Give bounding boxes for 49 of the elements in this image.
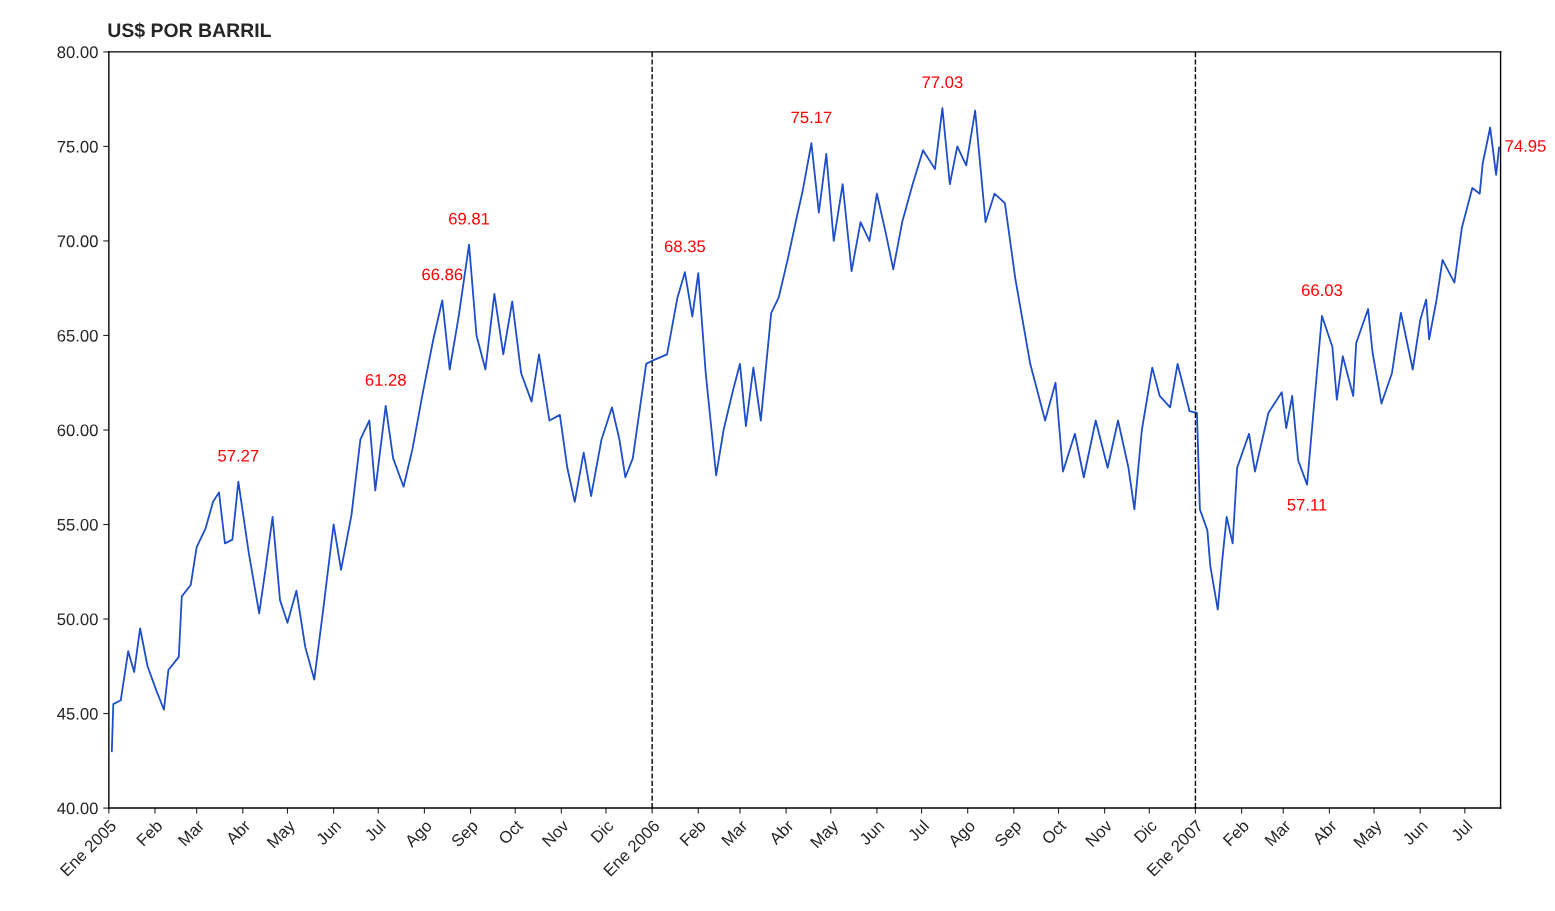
x-tick-label: Oct — [497, 818, 524, 845]
x-tick-label: Mar — [1264, 819, 1292, 847]
x-tick-label: Nov — [541, 818, 570, 848]
x-tick-label: Sep — [993, 819, 1025, 850]
annotation: 77.03 — [922, 76, 963, 89]
x-tick-label: Ago — [403, 819, 435, 851]
annotation: 66.03 — [1301, 284, 1343, 297]
x-tick-label: Abr — [1311, 818, 1338, 846]
y-tick-label: 45.00 — [57, 707, 98, 720]
y-tick-label: 55.00 — [57, 518, 98, 531]
y-tick-label: 70.00 — [57, 235, 98, 248]
annotation: 74.95 — [1505, 140, 1546, 152]
x-tick-label: May — [809, 818, 842, 851]
x-tick-label: Jun — [858, 819, 885, 846]
x-tick-label: May — [266, 818, 299, 851]
y-tick-label: 75.00 — [57, 140, 98, 153]
x-tick-label: Abr — [767, 818, 795, 846]
annotation: 69.81 — [449, 212, 490, 225]
annotation: 75.17 — [791, 111, 832, 124]
y-tick-label: 50.00 — [57, 613, 98, 626]
x-tick-label: Sep — [450, 819, 482, 850]
chart-title: US$ POR BARRIL — [108, 22, 271, 39]
x-tick-label: Feb — [1222, 818, 1250, 847]
x-tick-label: Mar — [721, 819, 749, 847]
annotation: 57.11 — [1287, 499, 1327, 511]
y-tick-label: 40.00 — [57, 802, 98, 815]
x-tick-label: Mar — [177, 819, 206, 847]
x-tick-label: Jul — [1449, 819, 1473, 843]
x-tick-label: Oct — [1041, 818, 1068, 845]
x-tick-label: Dic — [1133, 818, 1158, 844]
x-tick-label: Feb — [678, 818, 707, 847]
x-tick-label: Jun — [1401, 819, 1429, 846]
y-tick-label: 80.00 — [57, 46, 98, 59]
x-tick-label: Abr — [224, 818, 252, 846]
annotation: 66.86 — [422, 268, 463, 281]
annotation: 57.27 — [218, 449, 259, 462]
x-tick-label: Jul — [363, 819, 387, 843]
x-tick-label: Feb — [135, 818, 164, 847]
y-tick-label: 65.00 — [57, 329, 98, 342]
y-tick-label: 60.00 — [57, 424, 98, 437]
annotation: 68.35 — [664, 240, 706, 253]
annotation: 61.28 — [365, 374, 406, 386]
x-tick-label: Jul — [906, 819, 930, 843]
x-tick-label: Nov — [1085, 818, 1114, 848]
line-series — [110, 107, 1500, 753]
x-tick-label: May — [1353, 818, 1386, 851]
x-tick-label: Jun — [315, 819, 342, 846]
x-tick-label: Ago — [947, 819, 979, 851]
x-tick-label: Dic — [589, 818, 615, 844]
